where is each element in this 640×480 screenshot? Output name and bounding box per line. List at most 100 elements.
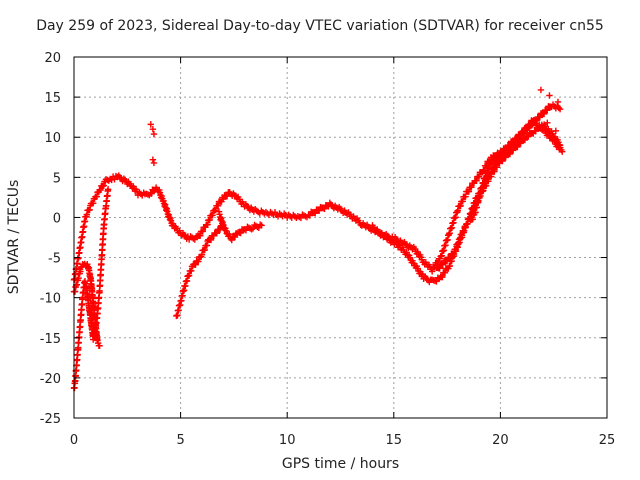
series-track-a: [70, 101, 564, 284]
data-point: [475, 173, 483, 180]
data-point: [468, 184, 475, 191]
grid-lines: [74, 57, 607, 418]
y-tick-label: 20: [44, 51, 61, 66]
data-point: [517, 132, 524, 139]
data-point: [436, 265, 443, 272]
data-point: [204, 221, 211, 228]
data-point: [311, 210, 319, 217]
x-tick-label: 25: [599, 433, 616, 448]
data-point: [192, 261, 199, 268]
series-scattered: [147, 86, 562, 167]
data-point: [544, 107, 551, 114]
data-point: [524, 125, 531, 132]
x-axis-label: GPS time / hours: [281, 456, 400, 472]
data-point: [213, 230, 221, 237]
data-point: [447, 254, 454, 261]
data-point: [490, 165, 497, 172]
data-point: [120, 175, 128, 182]
data-point: [433, 278, 440, 285]
data-point: [385, 233, 392, 241]
data-point: [214, 202, 222, 210]
series-track-g: [433, 117, 566, 272]
data-point: [521, 136, 529, 144]
data-point: [537, 86, 545, 94]
data-point: [536, 114, 544, 121]
x-tick-label: 15: [386, 433, 403, 448]
data-point: [462, 193, 469, 200]
data-point: [185, 272, 193, 279]
data-point: [77, 268, 84, 275]
data-point: [532, 128, 539, 135]
y-tick-label: -5: [48, 252, 61, 267]
data-point: [465, 188, 473, 195]
data-point: [256, 221, 264, 228]
y-tick-label: 0: [53, 211, 61, 226]
data-point: [552, 127, 560, 135]
data-point: [149, 126, 157, 133]
data-point: [206, 216, 213, 224]
data-point: [188, 267, 195, 274]
series-track-b: [70, 186, 112, 392]
x-tick-label: 20: [492, 433, 509, 448]
data-point: [469, 216, 476, 223]
data-point: [89, 200, 97, 207]
data-point: [443, 258, 451, 265]
data-markers: [70, 86, 566, 392]
y-tick-label: 10: [44, 131, 61, 146]
data-point: [86, 206, 93, 214]
data-point: [197, 232, 204, 239]
y-tick-label: -20: [40, 372, 61, 387]
data-point: [492, 161, 500, 168]
data-point: [100, 182, 108, 189]
data-point: [454, 207, 461, 214]
data-point: [439, 261, 447, 268]
data-point: [514, 143, 521, 151]
data-point: [458, 232, 466, 239]
y-tick-label: -15: [40, 332, 61, 347]
data-point: [460, 227, 468, 234]
data-point: [207, 236, 215, 244]
x-tick-label: 5: [176, 433, 184, 448]
axis-ticks: 0 5 10 15 20 25 20 15 10 5 0 -5 -10 -15 -20 -25: [40, 51, 616, 448]
data-point: [499, 157, 506, 165]
x-tick-label: 0: [70, 433, 78, 448]
data-point: [150, 159, 158, 167]
data-point: [555, 104, 562, 112]
data-point: [231, 233, 239, 241]
data-point: [459, 198, 466, 205]
data-point: [506, 150, 514, 158]
data-point: [517, 140, 524, 147]
data-point: [231, 192, 238, 199]
data-point: [520, 129, 527, 136]
data-point: [441, 269, 449, 276]
data-point: [492, 155, 500, 162]
data-point: [457, 202, 464, 210]
data-point: [527, 121, 534, 128]
series-track-c: [70, 260, 103, 349]
data-point: [510, 139, 518, 147]
data-point: [198, 251, 206, 258]
data-point: [489, 158, 497, 165]
data-point: [93, 193, 100, 200]
data-point: [485, 164, 493, 172]
data-point: [209, 212, 216, 219]
data-point: [96, 342, 103, 349]
data-point: [439, 273, 446, 281]
x-tick-label: 10: [279, 433, 296, 448]
data-point: [199, 228, 206, 235]
data-point: [525, 133, 532, 140]
series-track-d: [173, 222, 227, 320]
data-point: [544, 119, 551, 126]
data-point: [220, 195, 227, 203]
data-point: [258, 222, 265, 229]
data-point: [97, 186, 104, 194]
y-tick-label: 5: [53, 171, 61, 186]
data-point: [428, 268, 436, 275]
data-point: [150, 130, 158, 138]
data-point: [559, 148, 566, 155]
series-track-f: [369, 121, 564, 286]
data-point: [514, 136, 522, 143]
data-point: [506, 143, 514, 150]
data-point: [268, 210, 276, 217]
